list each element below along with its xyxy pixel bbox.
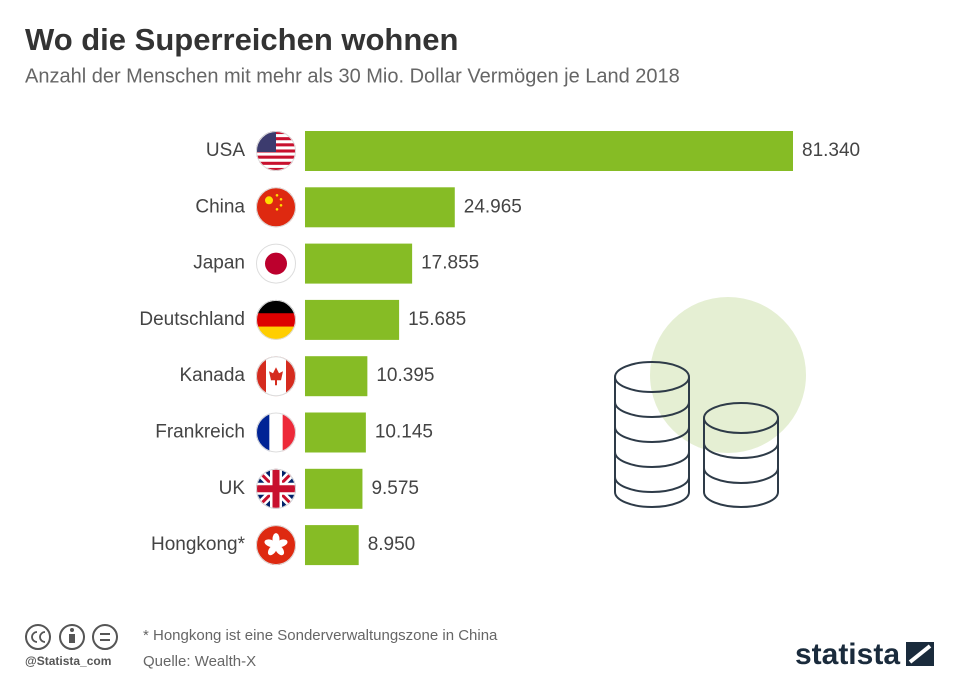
flag-icon [256, 131, 296, 171]
flag-icon [256, 243, 296, 284]
value-label: 10.395 [376, 365, 434, 386]
flag-part [256, 187, 296, 228]
bar [305, 243, 413, 284]
flag-icon [256, 468, 296, 509]
flag-part [256, 161, 296, 165]
flag-outline [256, 412, 296, 453]
bar [305, 356, 368, 397]
flag-part [256, 155, 296, 159]
bar [305, 412, 366, 453]
category-label: Frankreich [155, 422, 245, 443]
flag-part [267, 544, 277, 556]
category-label: Japan [193, 253, 245, 274]
brand-logo [906, 642, 934, 666]
flag-part [256, 313, 296, 328]
chart-title: Wo die Superreichen wohnen [25, 22, 459, 57]
value-label: 17.855 [421, 253, 479, 274]
flag-icon [256, 356, 296, 397]
bar [305, 525, 359, 566]
flag-outline [256, 525, 296, 566]
coin-stack [703, 402, 779, 508]
flag-part [256, 468, 296, 509]
source: Quelle: Wealth-X [143, 653, 256, 670]
coins-illustration [614, 297, 806, 508]
chart-subtitle: Anzahl der Menschen mit mehr als 30 Mio.… [25, 65, 680, 87]
flag-part [279, 198, 283, 201]
flag-part [256, 167, 296, 171]
flag-icon [256, 525, 296, 566]
value-label: 8.950 [368, 534, 416, 555]
flag-outline [256, 299, 296, 340]
coin-stack [614, 361, 690, 508]
flag-part [275, 544, 285, 556]
flag-outline [256, 468, 296, 509]
flag-outline [256, 131, 296, 171]
decor-circle [650, 297, 806, 453]
category-label: UK [219, 478, 246, 499]
value-label: 9.575 [371, 478, 419, 499]
flag-outline [256, 187, 296, 228]
value-label: 15.685 [408, 309, 466, 330]
category-label: Hongkong* [151, 534, 246, 555]
category-label: Deutschland [139, 309, 245, 330]
flag-outline [256, 356, 296, 397]
flag-part [279, 204, 283, 207]
flag-part [269, 367, 283, 386]
bar [305, 131, 793, 171]
category-label: USA [206, 140, 245, 161]
bar [305, 468, 363, 509]
value-label: 81.340 [802, 140, 860, 161]
flag-part [265, 252, 287, 275]
category-label: China [195, 196, 245, 217]
flag-part [275, 194, 279, 197]
flag-part [269, 412, 284, 453]
flag-icon [256, 187, 296, 228]
flag-outline [256, 243, 296, 284]
value-label: 10.145 [375, 422, 433, 443]
bar [305, 299, 400, 340]
brand: statista [795, 638, 900, 671]
license-icons [25, 624, 118, 650]
footnote: * Hongkong ist eine Sonderverwaltungszon… [143, 627, 498, 644]
bar [305, 187, 455, 228]
flag-part [265, 196, 273, 205]
value-label: 24.965 [464, 196, 522, 217]
flag-part [275, 208, 279, 211]
category-label: Kanada [179, 365, 245, 386]
flag-part [264, 539, 277, 548]
handle: @Statista_com [25, 654, 111, 668]
